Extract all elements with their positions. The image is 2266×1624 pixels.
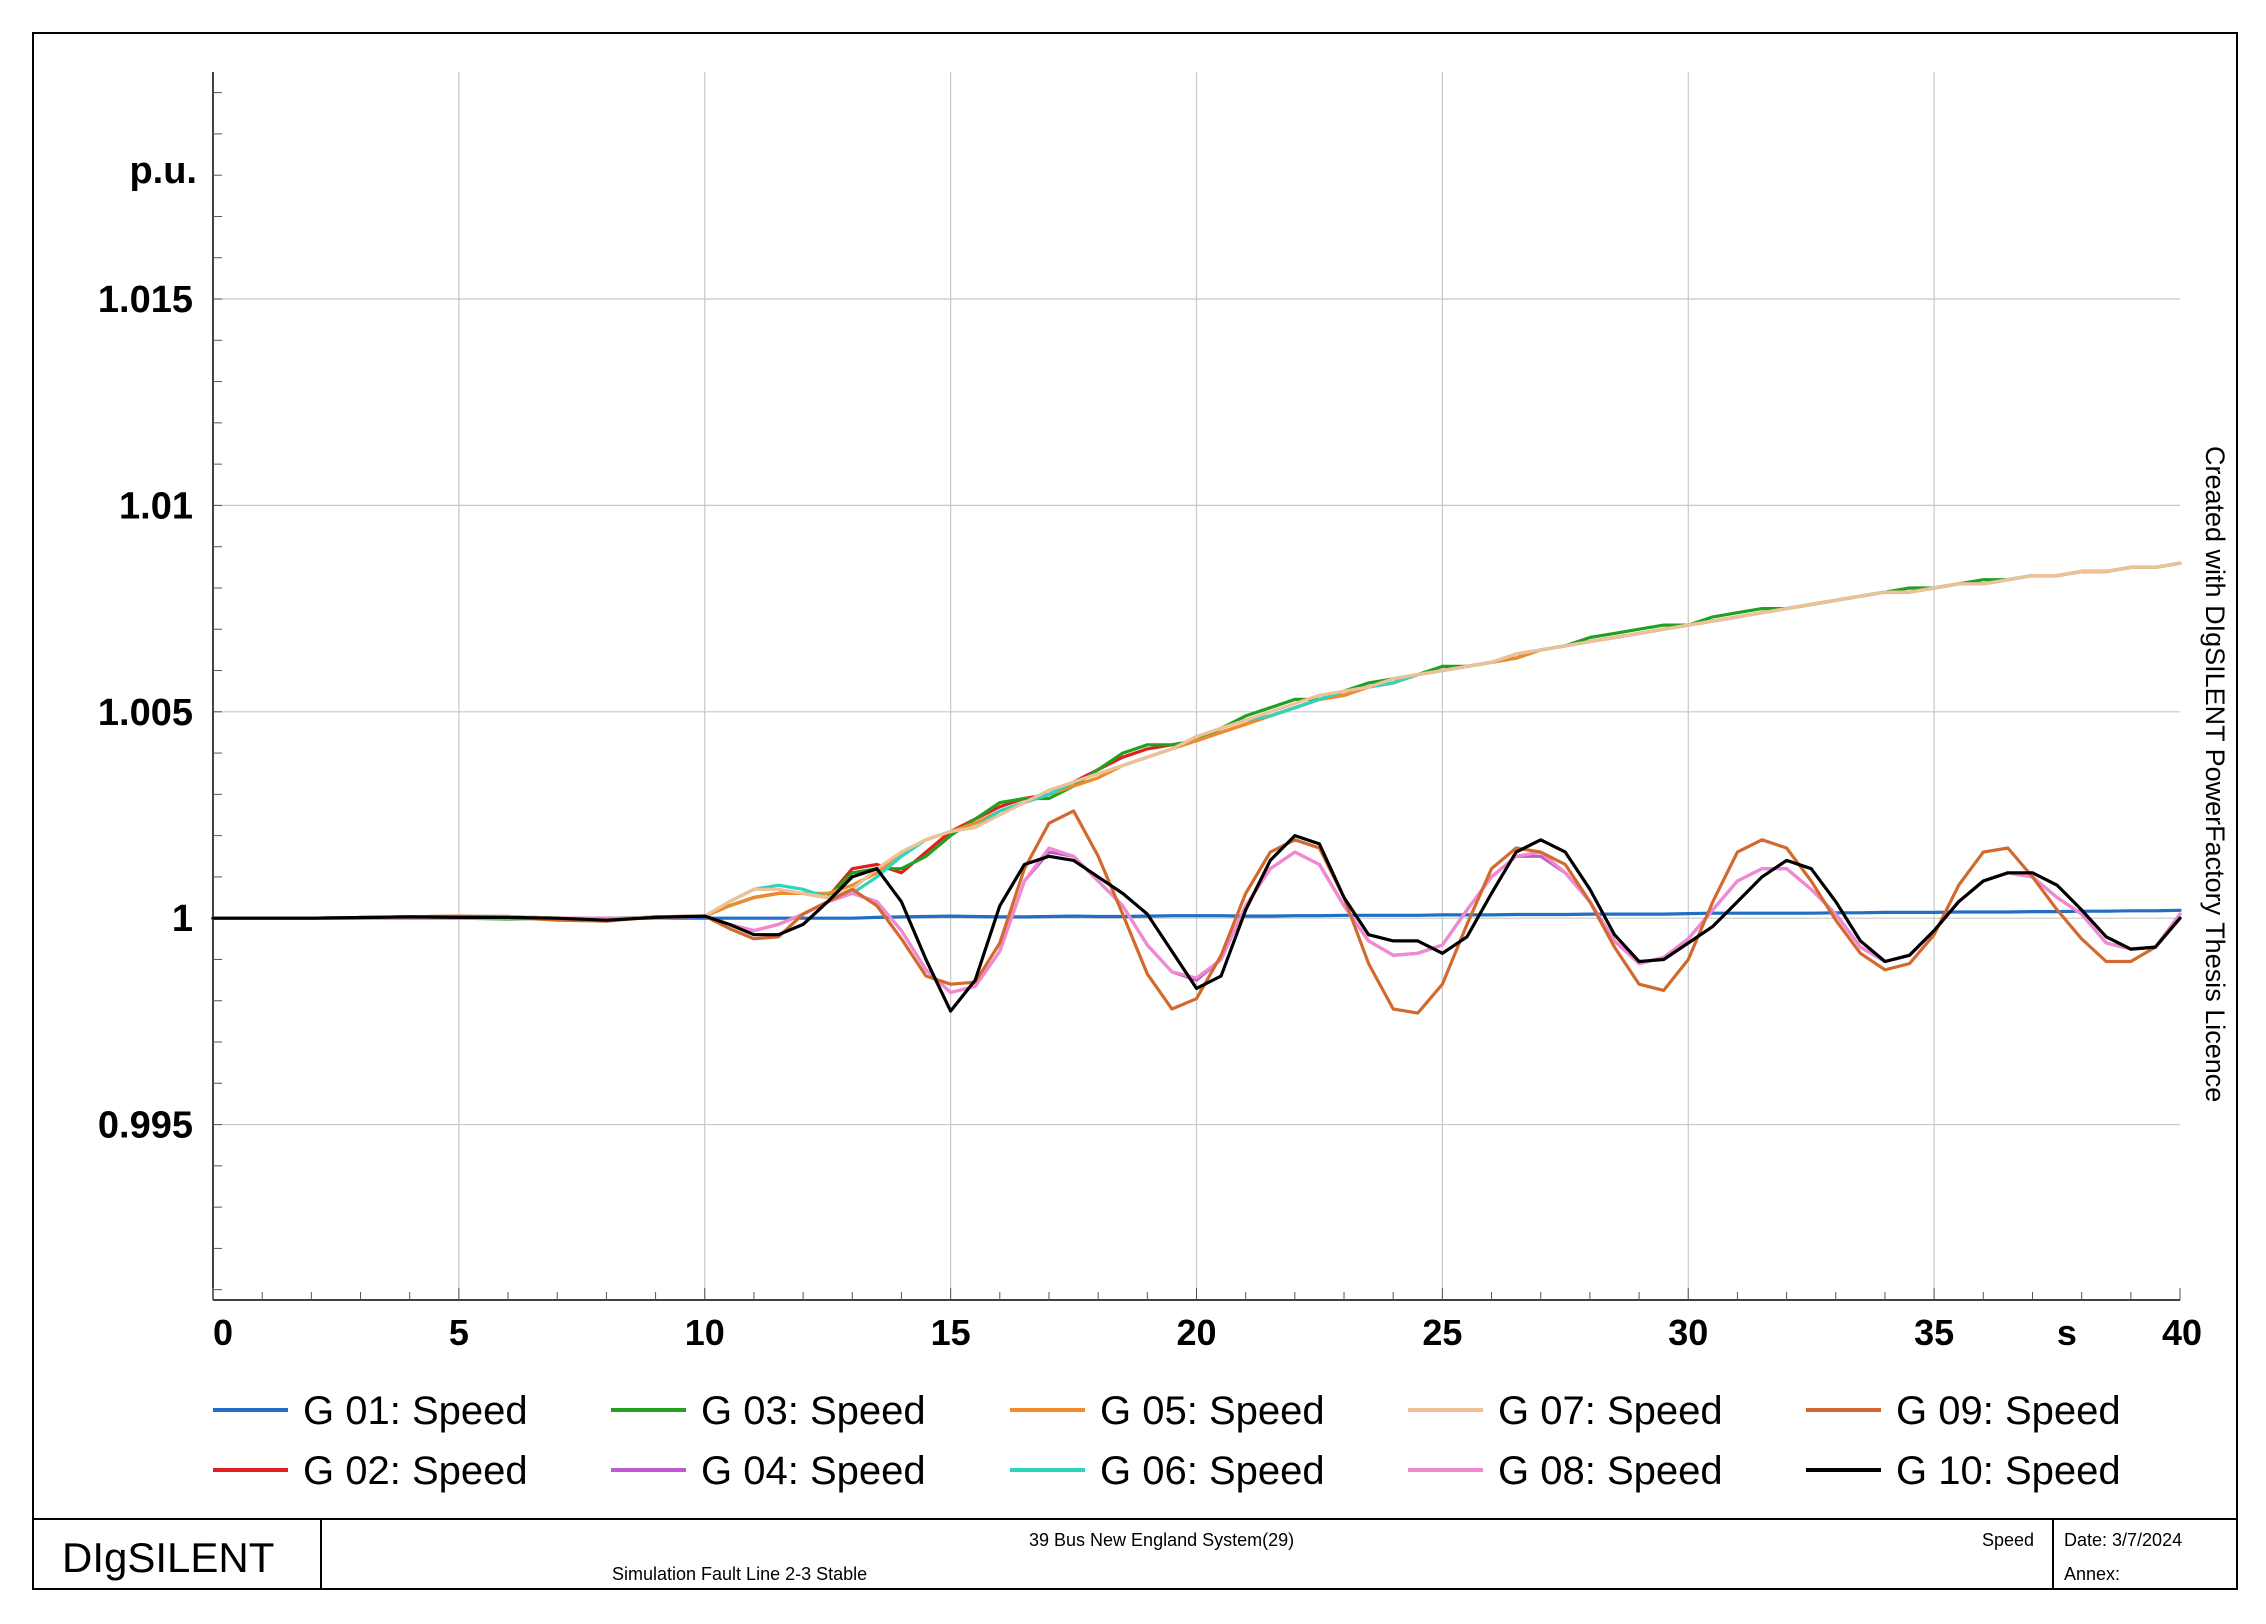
footer-logo-cell: DIgSILENT: [32, 1520, 322, 1590]
x-tick-label: 30: [1668, 1312, 1708, 1353]
case-name: Simulation Fault Line 2-3 Stable: [612, 1564, 868, 1584]
legend-label: G 05: Speed: [1100, 1389, 1325, 1433]
legend-label: G 10: Speed: [1896, 1449, 2121, 1493]
y-tick-label: 1.005: [98, 692, 193, 734]
x-tick-label: 0: [213, 1312, 233, 1353]
brand-logo: DIgSILENT: [62, 1534, 275, 1581]
legend-label: G 04: Speed: [701, 1449, 926, 1493]
x-tick-label: 20: [1176, 1312, 1216, 1353]
legend-label: G 01: Speed: [303, 1389, 528, 1433]
legend-label: G 07: Speed: [1498, 1389, 1723, 1433]
footer-meta-cell: Date: 3/7/2024 Annex:: [2052, 1520, 2238, 1590]
series-line-g-10: [211, 833, 2182, 1013]
x-tick-label: 15: [931, 1312, 971, 1353]
y-tick-label: 1.015: [98, 279, 193, 321]
series-line-g-01: [211, 908, 2182, 920]
chart-frame: [32, 32, 2238, 1590]
y-axis-label: p.u.: [129, 150, 197, 192]
y-tick-label: 1: [172, 898, 193, 940]
footer-title-block: DIgSILENT 39 Bus New England System(29) …: [32, 1518, 2238, 1590]
x-tick-label: 25: [1422, 1312, 1462, 1353]
annex-label: Annex:: [2064, 1564, 2121, 1584]
x-tick-label: 35: [1914, 1312, 1954, 1353]
footer-description-cell: 39 Bus New England System(29) Simulation…: [322, 1520, 2052, 1590]
legend-label: G 02: Speed: [303, 1449, 528, 1493]
legend-label: G 08: Speed: [1498, 1449, 1723, 1493]
x-axis-label: s: [2057, 1312, 2077, 1353]
variable-label: Speed: [1982, 1530, 2035, 1550]
y-tick-label: 0.995: [98, 1105, 193, 1147]
legend-label: G 06: Speed: [1100, 1449, 1325, 1493]
system-name: 39 Bus New England System(29): [1029, 1530, 1295, 1550]
x-tick-label: 40: [2162, 1312, 2202, 1353]
date-label: Date: 3/7/2024: [2064, 1530, 2183, 1550]
legend-label: G 09: Speed: [1896, 1389, 2121, 1433]
x-tick-label: 10: [685, 1312, 725, 1353]
y-tick-label: 1.01: [119, 485, 193, 527]
watermark-text: Created with DIgSILENT PowerFactory Thes…: [2200, 446, 2230, 1102]
series-line-g-07: [211, 561, 2182, 922]
x-tick-label: 5: [449, 1312, 469, 1353]
legend-label: G 03: Speed: [701, 1389, 926, 1433]
